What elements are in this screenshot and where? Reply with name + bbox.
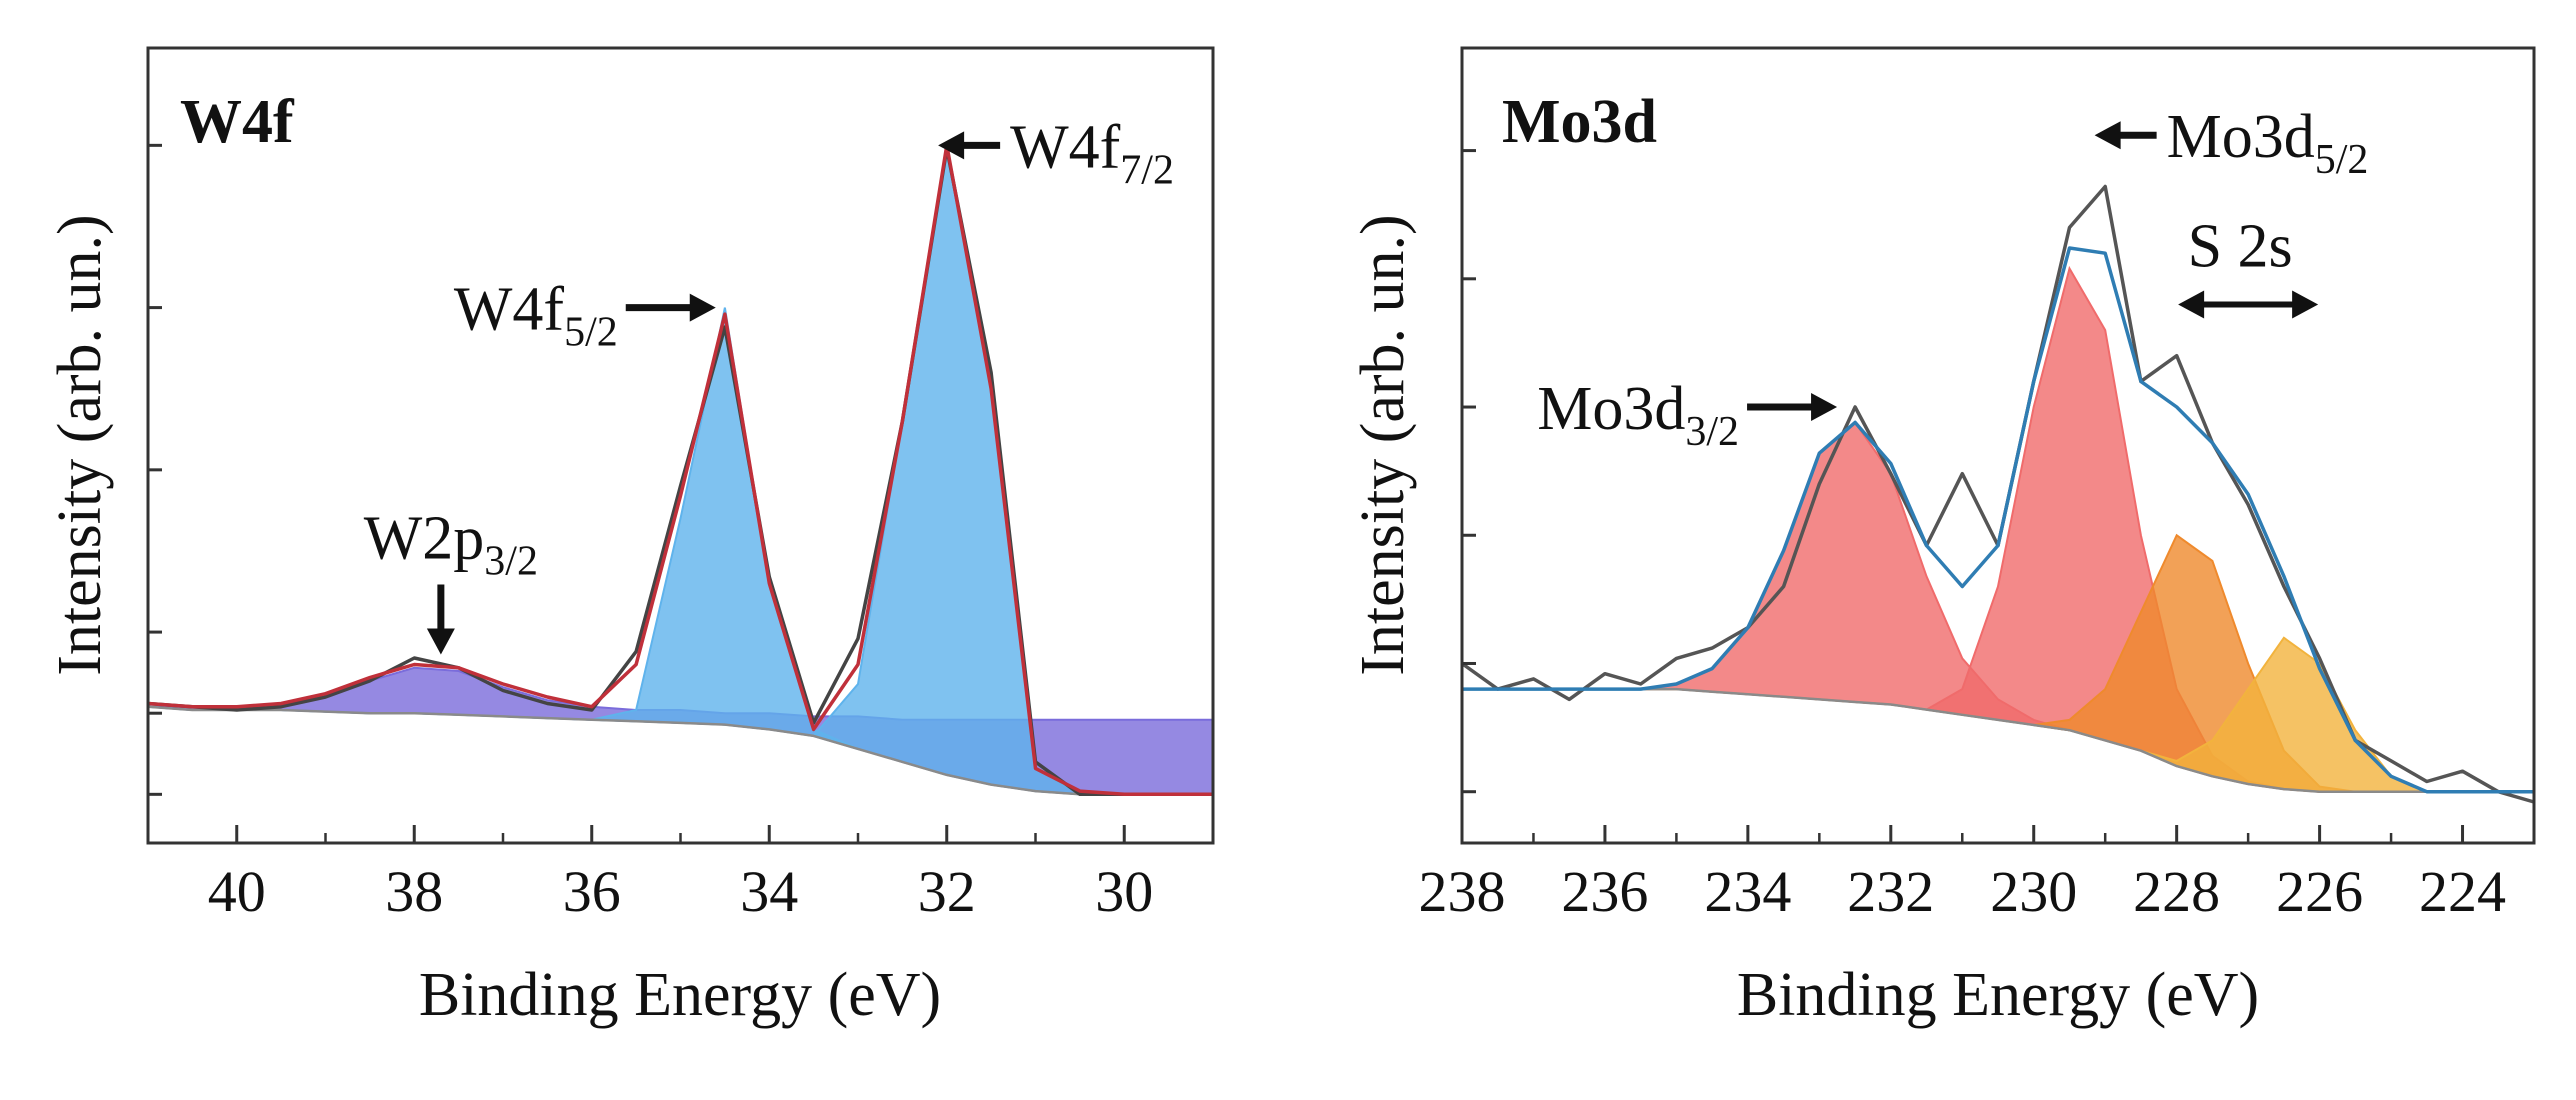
envelope-line [1462, 246, 2534, 794]
annotation-label: W4f7/2 [1010, 113, 1174, 193]
arrow-head [2178, 290, 2205, 319]
x-tick-label: 232 [1847, 859, 1934, 924]
annotation-w4f5-2: W4f5/2 [454, 276, 716, 356]
annotation-w4f7-2: W4f7/2 [938, 113, 1174, 193]
annotation-label: Mo3d3/2 [1537, 375, 1739, 455]
annotation-mo3d5-2: Mo3d5/2 [2094, 103, 2369, 183]
x-tick-label: 36 [563, 859, 621, 924]
x-tick-label: 238 [1419, 859, 1506, 924]
w4f-panel-title: W4f [180, 88, 295, 156]
x-tick-label: 236 [1561, 859, 1648, 924]
annotation-s-2s: S 2s [2178, 212, 2319, 319]
annotation-label: W4f5/2 [454, 276, 618, 356]
x-tick-label: 230 [1990, 859, 2077, 924]
w4f-ticks: 40 38 36 34 32 30 [146, 143, 1215, 924]
arrow-head [938, 131, 965, 160]
component-mo3d5-2-component [1462, 265, 2534, 793]
annotation-label: S 2s [2188, 212, 2293, 280]
annotation-label: W2p3/2 [364, 505, 538, 585]
arrow-head [2094, 121, 2121, 150]
mo3d-annotations: Mo3d5/2 Mo3d3/2 S 2s [1537, 103, 2368, 455]
arrow-head [1811, 393, 1838, 422]
mo3d-x-axis-label: Binding Energy (eV) [1737, 961, 2259, 1029]
x-tick-label: 32 [918, 859, 976, 924]
annotation-w2p3-2: W2p3/2 [364, 505, 538, 655]
mo3d-plot-marks [1460, 184, 2535, 804]
x-tick-label: 40 [208, 859, 266, 924]
x-tick-label: 38 [385, 859, 443, 924]
x-tick-label: 234 [1704, 859, 1791, 924]
background-line [147, 705, 1213, 796]
x-tick-label: 224 [2419, 859, 2506, 924]
w4f-y-axis-label: Intensity (arb. un.) [46, 214, 114, 675]
envelope-line [147, 143, 1213, 797]
x-tick-label: 228 [2133, 859, 2220, 924]
x-tick-label: 30 [1095, 859, 1153, 924]
arrow-head [2292, 290, 2319, 319]
x-tick-label: 226 [2276, 859, 2363, 924]
mo3d-panel-title: Mo3d [1502, 88, 1657, 156]
x-tick-label: 34 [740, 859, 798, 924]
w4f-x-axis-label: Binding Energy (eV) [419, 961, 941, 1029]
annotation-label: Mo3d5/2 [2167, 103, 2369, 183]
mo3d-plot-frame [1460, 46, 2536, 845]
arrow-head [689, 293, 716, 322]
mo3d-y-axis-label: Intensity (arb. un.) [1349, 214, 1417, 675]
mo3d-panel: 238 236 234 232 230 228 226 224 Mo3d Binding En… [1349, 46, 2536, 1029]
mo3d-ticks: 238 236 234 232 230 228 226 224 [1419, 149, 2536, 924]
w4f-plot-marks [147, 143, 1214, 797]
annotation-mo3d3-2: Mo3d3/2 [1537, 375, 1838, 455]
w4f-panel: 40 38 36 34 32 30 W4f Binding Energy (eV) Int… [46, 46, 1215, 1029]
arrow-head [426, 628, 455, 655]
